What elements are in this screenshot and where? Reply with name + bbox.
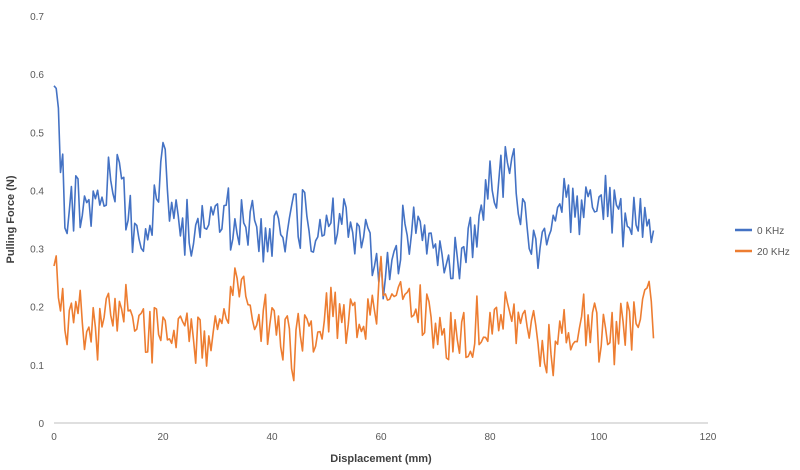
- x-axis-title: Displacement (mm): [330, 453, 432, 465]
- y-tick-label: 0.4: [30, 186, 44, 197]
- legend-label: 0 KHz: [757, 226, 784, 237]
- y-tick-label: 0.2: [30, 303, 44, 314]
- x-tick-labels: 0 20 40 60 80 100 120: [51, 432, 717, 443]
- plot-area: [53, 85, 708, 424]
- legend-label: 20 KHz: [757, 247, 790, 258]
- y-tick-label: 0: [38, 419, 44, 430]
- y-tick-label: 0.7: [30, 12, 44, 23]
- y-axis-title: Pulling Force (N): [5, 175, 17, 263]
- series-line-0-khz: [53, 85, 655, 300]
- x-tick-label: 80: [484, 432, 496, 443]
- y-tick-labels: 0 0.1 0.2 0.3 0.4 0.5 0.6 0.7: [30, 12, 44, 430]
- y-tick-label: 0.6: [30, 70, 44, 81]
- x-tick-label: 100: [591, 432, 608, 443]
- legend: 0 KHz 20 KHz: [735, 226, 790, 258]
- x-tick-label: 120: [700, 432, 717, 443]
- y-tick-label: 0.1: [30, 361, 44, 372]
- y-tick-label: 0.5: [30, 128, 44, 139]
- series-line-20-khz: [53, 255, 655, 382]
- y-tick-label: 0.3: [30, 245, 44, 256]
- x-tick-label: 20: [157, 432, 169, 443]
- series-layer: [53, 85, 655, 382]
- x-tick-label: 0: [51, 432, 57, 443]
- x-tick-label: 60: [375, 432, 387, 443]
- x-tick-label: 40: [266, 432, 278, 443]
